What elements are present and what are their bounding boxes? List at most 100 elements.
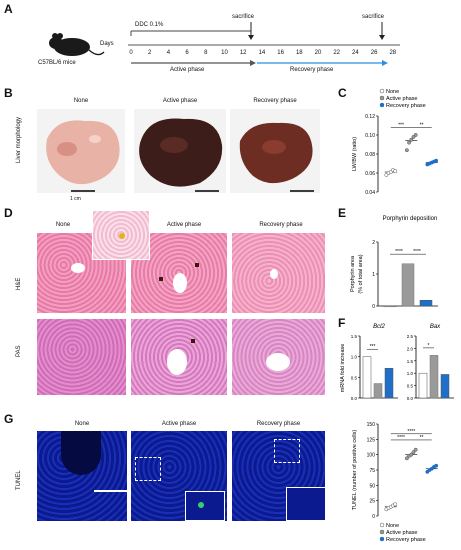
gene-label: Bax [430,324,441,330]
pas-image-active [131,319,227,395]
y-axis-label: Porphyrin area [350,255,356,292]
days-label: Days [100,41,114,47]
y-tick-label: 0.04 [365,190,375,196]
col-recovery-d: Recovery phase [259,222,303,228]
y-tick-label: 0 [372,514,375,520]
y-tick-label: 0.5 [407,384,414,389]
legend-marker [379,88,385,94]
day-tick-24: 24 [352,50,359,56]
he-image-recovery [232,233,325,313]
panel-label-f: F [338,316,346,330]
y-tick-label: 125 [367,437,376,443]
panel-label-d: D [4,206,13,220]
sig-label: **** [395,249,403,255]
day-tick-28: 28 [389,50,397,56]
sacrifice-label-1: sacrifice [232,14,255,20]
day-tick-10: 10 [221,50,228,56]
day-tick-20: 20 [314,50,322,56]
sacrifice-arrow-1 [248,35,254,40]
col-none-d: None [55,222,71,228]
col-none-g: None [74,421,90,427]
sig-label: ** [420,122,424,128]
tunel-scatter-chart: 0 25 50 75 100 125 150 TUNEL (number of positiv… [352,422,439,543]
sig-label: **** [407,429,415,435]
legend-label: None [386,523,399,529]
sig-label: **** [397,435,405,441]
pas-image-none [37,319,126,395]
data-point [404,148,409,153]
sacrifice-label-2: sacrifice [362,14,385,20]
data-point [393,169,398,174]
day-tick-22: 22 [333,50,341,56]
tunel-image-recovery [232,431,325,521]
sig-label: ** [420,435,424,441]
panel-label-a: A [4,2,13,16]
active-phase-label: Active phase [170,67,205,73]
y-tick-label: 0.06 [365,171,375,177]
bar [384,367,394,399]
data-point [434,463,439,468]
y-tick-label: 0.10 [365,133,375,139]
y-tick-label: 1.5 [407,359,414,364]
day-tick-26: 26 [370,50,378,56]
data-point [393,502,398,507]
y-tick-label: 0 [372,304,375,310]
pas-row-label: PAS [16,345,22,357]
y-tick-label: 150 [367,422,376,428]
col-active-g: Active phase [161,421,197,427]
sig-label: * [428,343,430,349]
col-active-d: Active phase [166,222,202,228]
y-tick-label: 0.0 [351,396,358,401]
day-tick-8: 8 [204,50,208,56]
bar [362,356,372,399]
y-tick-label: 2.0 [407,346,414,351]
legend-label: Active phase [386,96,418,102]
y-tick-label: 0.08 [365,152,375,158]
sig-label: *** [398,122,404,128]
y-tick-label: 1.0 [407,371,414,376]
bar [419,299,433,307]
mrna-bar-charts: mRNA fold increase Bcl2 0.0 0.5 1.0 1.5 *** Bax… [340,324,454,401]
active-phase-arrow [250,60,256,66]
liver-photo-recovery [230,109,320,193]
timeline-diagram [49,22,400,66]
sig-label: *** [370,344,376,350]
y-tick-label: 0.12 [365,114,375,120]
bar [373,383,383,399]
y-axis-label-2: (% of total area) [358,254,364,293]
y-tick-label: 50 [369,483,375,489]
recovery-phase-arrow [382,60,388,66]
tunel-image-active [131,431,227,521]
col-recovery-b: Recovery phase [253,98,297,104]
chart-title: Porphyrin deposition [383,216,438,222]
y-tick-label: 2 [372,240,375,246]
legend-label: Recovery phase [386,103,426,109]
legend-marker [379,95,385,101]
y-tick-label: 0.5 [351,375,358,380]
he-row-label: H&E [16,277,22,290]
bar [440,374,450,399]
tunel-row-label: TUNEL [16,470,22,490]
col-recovery-g: Recovery phase [256,421,301,427]
recovery-phase-label: Recovery phase [290,67,334,73]
scale-bar-tunel [94,490,128,492]
day-tick-14: 14 [258,50,266,56]
liver-morphology-label: Liver morphology [16,116,22,163]
y-tick-label: 1.0 [351,355,358,360]
porphyrin-bar-chart: Porphyrin deposition 0 1 2 Porphyrin area (% … [350,216,438,310]
legend-marker [379,102,385,108]
legend-marker [379,529,385,535]
sig-label: **** [413,249,421,255]
day-tick-2: 2 [148,50,152,56]
data-point [413,133,418,137]
day-tick-0: 0 [129,50,133,56]
y-tick-label: 100 [367,453,376,459]
mouse-label: C57BL/6 mice [38,60,76,66]
y-tick-label: 75 [369,468,375,474]
panel-label-b: B [4,86,13,100]
sacrifice-arrow-2 [379,35,385,40]
legend-label: Recovery phase [386,537,426,543]
tunel-image-none [37,431,127,521]
y-axis-label: mRNA fold increase [340,344,346,393]
